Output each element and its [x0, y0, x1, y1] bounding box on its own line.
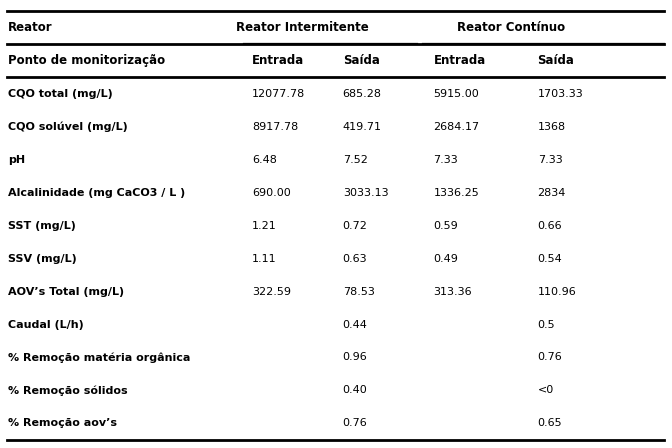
Text: 7.33: 7.33	[538, 155, 562, 164]
Text: 0.65: 0.65	[538, 418, 562, 428]
Text: 8917.78: 8917.78	[252, 121, 298, 132]
Text: Entrada: Entrada	[433, 54, 486, 67]
Text: 0.5: 0.5	[538, 319, 555, 330]
Text: 110.96: 110.96	[538, 287, 577, 297]
Text: Reator Contínuo: Reator Contínuo	[457, 21, 564, 34]
Text: 6.48: 6.48	[252, 155, 277, 164]
Text: 5915.00: 5915.00	[433, 89, 479, 99]
Text: AOV’s Total (mg/L): AOV’s Total (mg/L)	[8, 287, 124, 297]
Text: 322.59: 322.59	[252, 287, 291, 297]
Text: 0.63: 0.63	[343, 254, 368, 263]
Text: 1.21: 1.21	[252, 220, 277, 231]
Text: Entrada: Entrada	[252, 54, 304, 67]
Text: Reator Intermitente: Reator Intermitente	[236, 21, 369, 34]
Text: CQO solúvel (mg/L): CQO solúvel (mg/L)	[8, 121, 128, 132]
Text: 690.00: 690.00	[252, 188, 291, 198]
Text: 0.40: 0.40	[343, 385, 368, 396]
Text: 1.11: 1.11	[252, 254, 277, 263]
Text: 685.28: 685.28	[343, 89, 382, 99]
Text: 1368: 1368	[538, 121, 566, 132]
Text: 78.53: 78.53	[343, 287, 374, 297]
Text: Alcalinidade (mg CaCO3 / L ): Alcalinidade (mg CaCO3 / L )	[8, 188, 185, 198]
Text: 0.49: 0.49	[433, 254, 458, 263]
Text: SSV (mg/L): SSV (mg/L)	[8, 254, 77, 263]
Text: CQO total (mg/L): CQO total (mg/L)	[8, 89, 113, 99]
Text: Saída: Saída	[343, 54, 380, 67]
Text: % Remoção matéria orgânica: % Remoção matéria orgânica	[8, 352, 190, 363]
Text: % Remoção sólidos: % Remoção sólidos	[8, 385, 128, 396]
Text: 12077.78: 12077.78	[252, 89, 305, 99]
Text: 1336.25: 1336.25	[433, 188, 479, 198]
Text: 313.36: 313.36	[433, 287, 472, 297]
Text: 419.71: 419.71	[343, 121, 382, 132]
Text: Caudal (L/h): Caudal (L/h)	[8, 319, 84, 330]
Text: 7.33: 7.33	[433, 155, 458, 164]
Text: 2684.17: 2684.17	[433, 121, 480, 132]
Text: % Remoção aov’s: % Remoção aov’s	[8, 418, 117, 428]
Text: 1703.33: 1703.33	[538, 89, 583, 99]
Text: 0.54: 0.54	[538, 254, 562, 263]
Text: 0.59: 0.59	[433, 220, 458, 231]
Text: 0.76: 0.76	[538, 353, 562, 362]
Text: pH: pH	[8, 155, 25, 164]
Text: 2834: 2834	[538, 188, 566, 198]
Text: Saída: Saída	[538, 54, 575, 67]
Text: Reator: Reator	[8, 21, 52, 34]
Text: 3033.13: 3033.13	[343, 188, 388, 198]
Text: SST (mg/L): SST (mg/L)	[8, 220, 76, 231]
Text: <0: <0	[538, 385, 554, 396]
Text: Ponto de monitorização: Ponto de monitorização	[8, 54, 165, 67]
Text: 0.76: 0.76	[343, 418, 368, 428]
Text: 0.44: 0.44	[343, 319, 368, 330]
Text: 0.72: 0.72	[343, 220, 368, 231]
Text: 0.96: 0.96	[343, 353, 368, 362]
Text: 7.52: 7.52	[343, 155, 368, 164]
Text: 0.66: 0.66	[538, 220, 562, 231]
